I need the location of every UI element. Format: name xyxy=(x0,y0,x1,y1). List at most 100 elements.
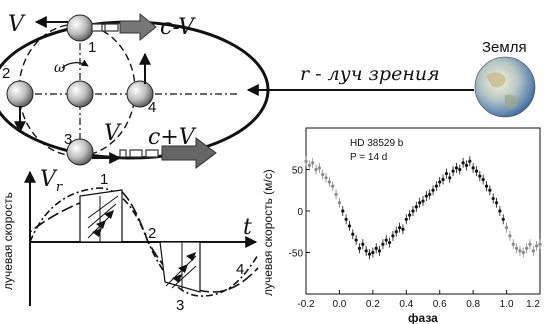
data-point xyxy=(535,244,539,248)
data-point xyxy=(525,246,529,250)
data-point xyxy=(515,246,519,250)
data-point xyxy=(307,163,311,167)
data-point xyxy=(384,238,388,242)
data-point xyxy=(471,166,475,170)
data-point xyxy=(404,217,408,221)
velocity-label-top: V xyxy=(8,12,26,37)
schematic-curve: лучевая скорость Vr t 1 2 3 4 xyxy=(1,167,259,314)
data-point xyxy=(538,242,542,246)
data-point xyxy=(504,226,509,230)
data-point xyxy=(444,172,448,176)
data-point xyxy=(374,246,378,250)
position-label-3: 3 xyxy=(64,131,72,148)
rotation-arc xyxy=(61,59,89,69)
data-point xyxy=(411,209,415,213)
data-point xyxy=(324,176,328,180)
x-tick-label: 0.0 xyxy=(332,299,346,310)
signal-c-plus-v xyxy=(119,137,217,169)
data-points xyxy=(304,156,542,260)
data-point xyxy=(337,201,342,205)
data-point xyxy=(347,224,352,228)
data-point xyxy=(474,169,479,173)
curve-mark-3: 3 xyxy=(176,297,184,314)
x-ticks: -0.2 0.0 0.2 0.4 0.6 0.8 1.0 1.2 xyxy=(297,290,541,310)
orbit-center-body xyxy=(66,80,94,108)
omega-label: ω xyxy=(54,60,66,76)
rv-plot: -0.2 0.0 0.2 0.4 0.6 0.8 1.0 1.2 -50 0 50 HD 3852… xyxy=(261,127,542,324)
data-point xyxy=(424,194,428,198)
data-point xyxy=(491,196,495,201)
velocity-label-bottom: V xyxy=(104,121,122,146)
x-tick-label: 1.0 xyxy=(500,299,514,310)
position-label-2: 2 xyxy=(2,65,10,82)
data-point xyxy=(314,167,318,172)
vr-label: Vr xyxy=(40,167,63,195)
data-point xyxy=(418,201,422,205)
data-point xyxy=(351,232,355,236)
curve-mark-1: 1 xyxy=(100,171,108,188)
signal-c-minus-v xyxy=(91,12,157,42)
data-point xyxy=(498,209,502,213)
r-symbol: r - луч зрения xyxy=(300,63,440,85)
vr-symbol: V xyxy=(40,167,58,192)
c-plus-v-label: c+V xyxy=(148,125,197,150)
data-point xyxy=(488,188,492,192)
data-point xyxy=(528,242,532,246)
data-point xyxy=(311,161,315,165)
data-point xyxy=(431,188,435,192)
y-tick-label: -50 xyxy=(289,249,304,260)
data-point xyxy=(364,249,368,253)
data-point xyxy=(448,176,452,180)
vr-subscript: r xyxy=(56,180,63,195)
data-point xyxy=(377,249,382,253)
data-point xyxy=(401,227,405,231)
t-label: t xyxy=(243,215,252,240)
data-point xyxy=(381,242,385,246)
data-point xyxy=(398,226,402,230)
earth-globe xyxy=(474,56,536,118)
data-point xyxy=(354,238,358,242)
data-point xyxy=(304,159,308,163)
data-point xyxy=(344,217,348,221)
c-minus-v-label: c-V xyxy=(160,15,196,40)
data-point xyxy=(391,234,395,238)
data-point xyxy=(321,172,325,177)
x-tick-label: -0.2 xyxy=(297,299,315,310)
data-point xyxy=(458,167,462,172)
star-position-2 xyxy=(6,80,34,108)
data-point xyxy=(387,240,392,245)
line-of-sight-label: r - луч зрения xyxy=(300,63,440,85)
data-point xyxy=(331,184,335,188)
data-point xyxy=(508,234,512,238)
data-point xyxy=(518,249,522,253)
curve-mark-2: 2 xyxy=(148,225,156,242)
x-tick-label: 0.8 xyxy=(466,299,480,310)
curve-mark-4: 4 xyxy=(236,261,244,278)
data-point xyxy=(451,169,455,173)
data-point xyxy=(441,177,445,182)
data-point xyxy=(481,177,485,182)
data-point xyxy=(461,161,465,165)
data-point xyxy=(334,192,338,196)
data-point xyxy=(421,199,425,203)
y-tick-label: 0 xyxy=(297,207,303,218)
data-point xyxy=(414,205,418,209)
data-point xyxy=(367,252,372,256)
plot-subtitle: P = 14 d xyxy=(350,152,387,163)
data-point xyxy=(531,249,535,253)
position-label-1: 1 xyxy=(88,39,96,56)
position-label-4: 4 xyxy=(148,99,156,116)
y-ticks: -50 0 50 xyxy=(289,166,310,260)
data-point xyxy=(394,230,398,234)
data-point xyxy=(511,242,515,246)
y-tick-label: 50 xyxy=(292,166,304,177)
data-point xyxy=(438,180,442,184)
star-position-3 xyxy=(66,138,94,166)
data-point xyxy=(464,163,469,167)
earth-label: Земля xyxy=(482,39,527,56)
plot-title: HD 38529 b xyxy=(350,138,404,149)
eccentric-curve xyxy=(29,189,259,293)
data-point xyxy=(428,192,432,196)
